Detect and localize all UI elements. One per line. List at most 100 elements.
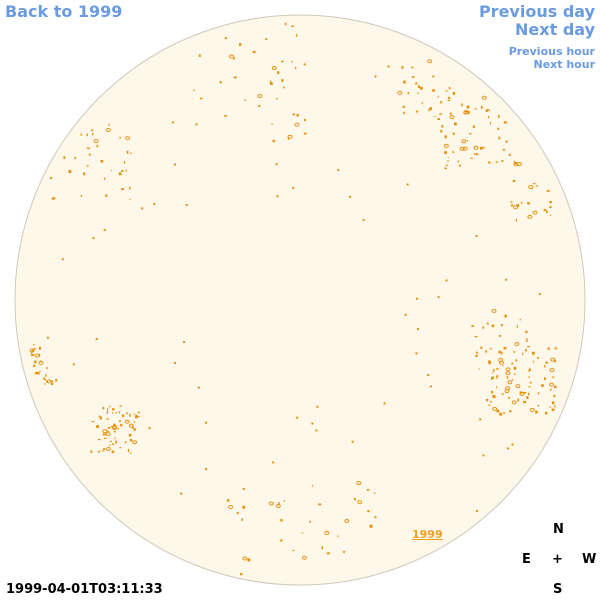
speckle	[183, 340, 186, 343]
speckle	[515, 359, 518, 362]
previous-day-link[interactable]: Previous day	[478, 2, 595, 21]
speckle	[110, 170, 113, 172]
disk-label-link[interactable]: 1999	[412, 528, 443, 541]
speckle	[72, 363, 75, 366]
speckle	[452, 132, 455, 136]
speckle	[496, 367, 499, 370]
speckle	[537, 356, 539, 359]
speckle	[528, 392, 530, 396]
speckle	[533, 182, 536, 185]
speckle	[96, 424, 99, 428]
speckle	[452, 151, 454, 153]
speckle	[517, 398, 520, 402]
next-hour-link[interactable]: Next hour	[533, 58, 596, 71]
speckle	[449, 112, 452, 115]
speckle	[482, 454, 485, 457]
speckle	[101, 450, 104, 452]
speckle	[270, 82, 273, 85]
speckle	[318, 503, 322, 506]
speckle	[485, 350, 487, 353]
speckle	[547, 347, 550, 350]
speckle	[239, 573, 243, 576]
speckle	[490, 378, 493, 381]
speckle	[292, 113, 296, 116]
speckle	[480, 146, 483, 150]
speckle	[466, 105, 470, 109]
speckle	[526, 396, 529, 400]
speckle	[434, 115, 436, 118]
speckle	[437, 95, 439, 98]
speckle	[481, 95, 487, 100]
speckle	[303, 119, 306, 122]
speckle	[185, 203, 188, 206]
speckle	[488, 161, 491, 164]
speckle	[86, 147, 90, 150]
speckle	[373, 492, 376, 494]
speckle	[443, 143, 449, 148]
speckle	[100, 416, 102, 420]
speckle	[51, 197, 55, 200]
speckle	[506, 376, 509, 379]
next-day-link[interactable]: Next day	[515, 20, 595, 39]
compass-north: N	[553, 522, 564, 537]
speckle	[277, 71, 280, 75]
speckle	[421, 102, 423, 105]
speckle	[38, 361, 44, 366]
speckle	[35, 371, 38, 375]
speckle	[103, 437, 107, 439]
speckle	[53, 197, 56, 200]
speckle	[503, 347, 507, 350]
speckle	[479, 418, 482, 421]
speckle	[447, 99, 451, 102]
speckle	[428, 107, 432, 111]
speckle	[535, 185, 538, 187]
speckle	[529, 381, 532, 384]
speckle	[468, 133, 472, 135]
speckle	[34, 360, 37, 364]
speckle	[531, 187, 534, 189]
speckle	[291, 25, 294, 28]
speckle	[105, 447, 111, 452]
speckle	[513, 366, 517, 370]
speckle	[233, 76, 237, 79]
speckle	[44, 378, 47, 381]
speckle	[544, 377, 546, 380]
speckle	[127, 449, 130, 452]
active-regions	[29, 22, 557, 576]
speckle	[448, 87, 451, 90]
speckle	[511, 362, 514, 365]
speckle	[129, 413, 131, 417]
speckle	[90, 450, 93, 453]
speckle	[415, 110, 418, 113]
speckle	[205, 468, 208, 471]
speckle	[103, 228, 106, 231]
speckle	[118, 172, 122, 176]
speckle	[472, 125, 475, 129]
speckle	[403, 80, 406, 84]
speckle	[507, 380, 513, 385]
speckle	[448, 96, 451, 100]
speckle	[505, 371, 511, 376]
speckle	[514, 342, 520, 347]
back-link[interactable]: Back to 1999	[5, 2, 123, 21]
speckle	[522, 352, 524, 356]
speckle	[171, 121, 174, 124]
speckle	[228, 54, 234, 59]
speckle	[441, 125, 444, 128]
previous-hour-link[interactable]: Previous hour	[508, 45, 595, 58]
compass-south: S	[553, 582, 563, 597]
speckle	[39, 370, 41, 372]
speckle	[133, 413, 135, 415]
speckle	[528, 386, 531, 388]
speckle	[301, 532, 304, 534]
speckle	[193, 89, 195, 92]
speckle	[445, 164, 448, 167]
speckle	[224, 115, 227, 117]
speckle	[80, 133, 82, 136]
speckle	[478, 368, 480, 370]
speckle	[46, 379, 52, 384]
speckle	[415, 82, 418, 85]
speckle	[519, 319, 522, 321]
speckle	[195, 123, 198, 126]
speckle	[132, 425, 134, 429]
